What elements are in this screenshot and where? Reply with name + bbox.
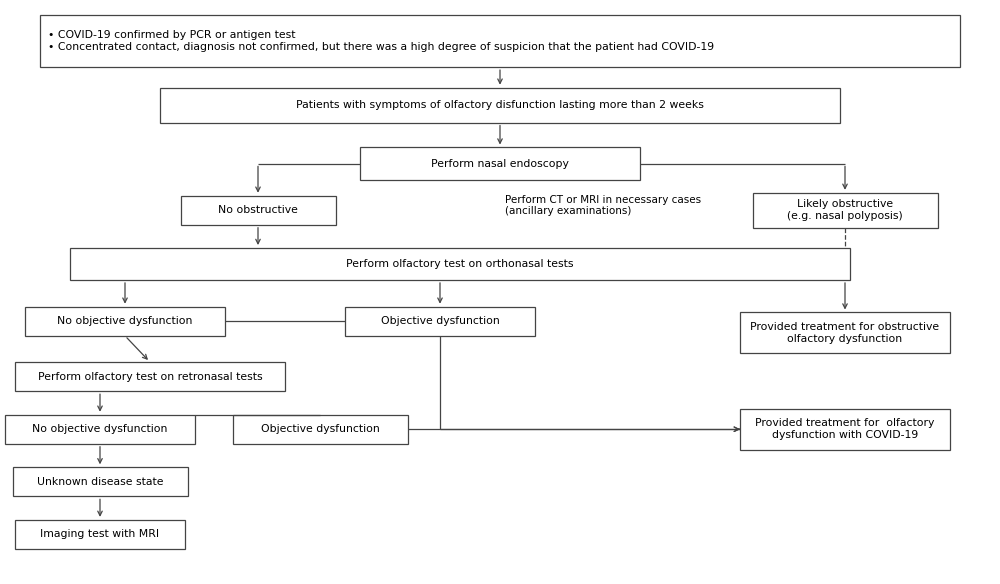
Text: No obstructive: No obstructive <box>218 205 298 215</box>
FancyBboxPatch shape <box>740 409 950 450</box>
FancyBboxPatch shape <box>40 15 960 67</box>
FancyBboxPatch shape <box>360 148 640 180</box>
Text: Objective dysfunction: Objective dysfunction <box>261 424 379 434</box>
Text: Unknown disease state: Unknown disease state <box>37 477 163 487</box>
FancyBboxPatch shape <box>15 520 185 549</box>
Text: Perform olfactory test on orthonasal tests: Perform olfactory test on orthonasal tes… <box>346 259 574 269</box>
Text: Perform CT or MRI in necessary cases
(ancillary examinations): Perform CT or MRI in necessary cases (an… <box>505 195 702 216</box>
Text: No objective dysfunction: No objective dysfunction <box>32 424 168 434</box>
Text: • COVID-19 confirmed by PCR or antigen test
• Concentrated contact, diagnosis no: • COVID-19 confirmed by PCR or antigen t… <box>48 30 714 51</box>
FancyBboxPatch shape <box>740 312 950 353</box>
Text: Perform nasal endoscopy: Perform nasal endoscopy <box>431 158 569 169</box>
FancyBboxPatch shape <box>180 196 336 225</box>
Text: Patients with symptoms of olfactory disfunction lasting more than 2 weeks: Patients with symptoms of olfactory disf… <box>296 100 704 110</box>
FancyBboxPatch shape <box>70 248 850 280</box>
FancyBboxPatch shape <box>232 415 408 444</box>
FancyBboxPatch shape <box>753 193 938 228</box>
Text: Provided treatment for  olfactory
dysfunction with COVID-19: Provided treatment for olfactory dysfunc… <box>755 419 935 440</box>
FancyBboxPatch shape <box>160 88 840 123</box>
Text: Imaging test with MRI: Imaging test with MRI <box>40 529 160 540</box>
FancyBboxPatch shape <box>13 467 188 496</box>
FancyBboxPatch shape <box>498 188 742 223</box>
FancyBboxPatch shape <box>5 415 195 444</box>
Text: Objective dysfunction: Objective dysfunction <box>381 316 499 326</box>
FancyBboxPatch shape <box>15 362 285 391</box>
FancyBboxPatch shape <box>25 307 225 336</box>
Text: Perform olfactory test on retronasal tests: Perform olfactory test on retronasal tes… <box>38 371 262 382</box>
Text: Likely obstructive
(e.g. nasal polyposis): Likely obstructive (e.g. nasal polyposis… <box>787 200 903 221</box>
Text: Provided treatment for obstructive
olfactory dysfunction: Provided treatment for obstructive olfac… <box>750 322 940 343</box>
Text: No objective dysfunction: No objective dysfunction <box>57 316 193 326</box>
FancyBboxPatch shape <box>345 307 535 336</box>
